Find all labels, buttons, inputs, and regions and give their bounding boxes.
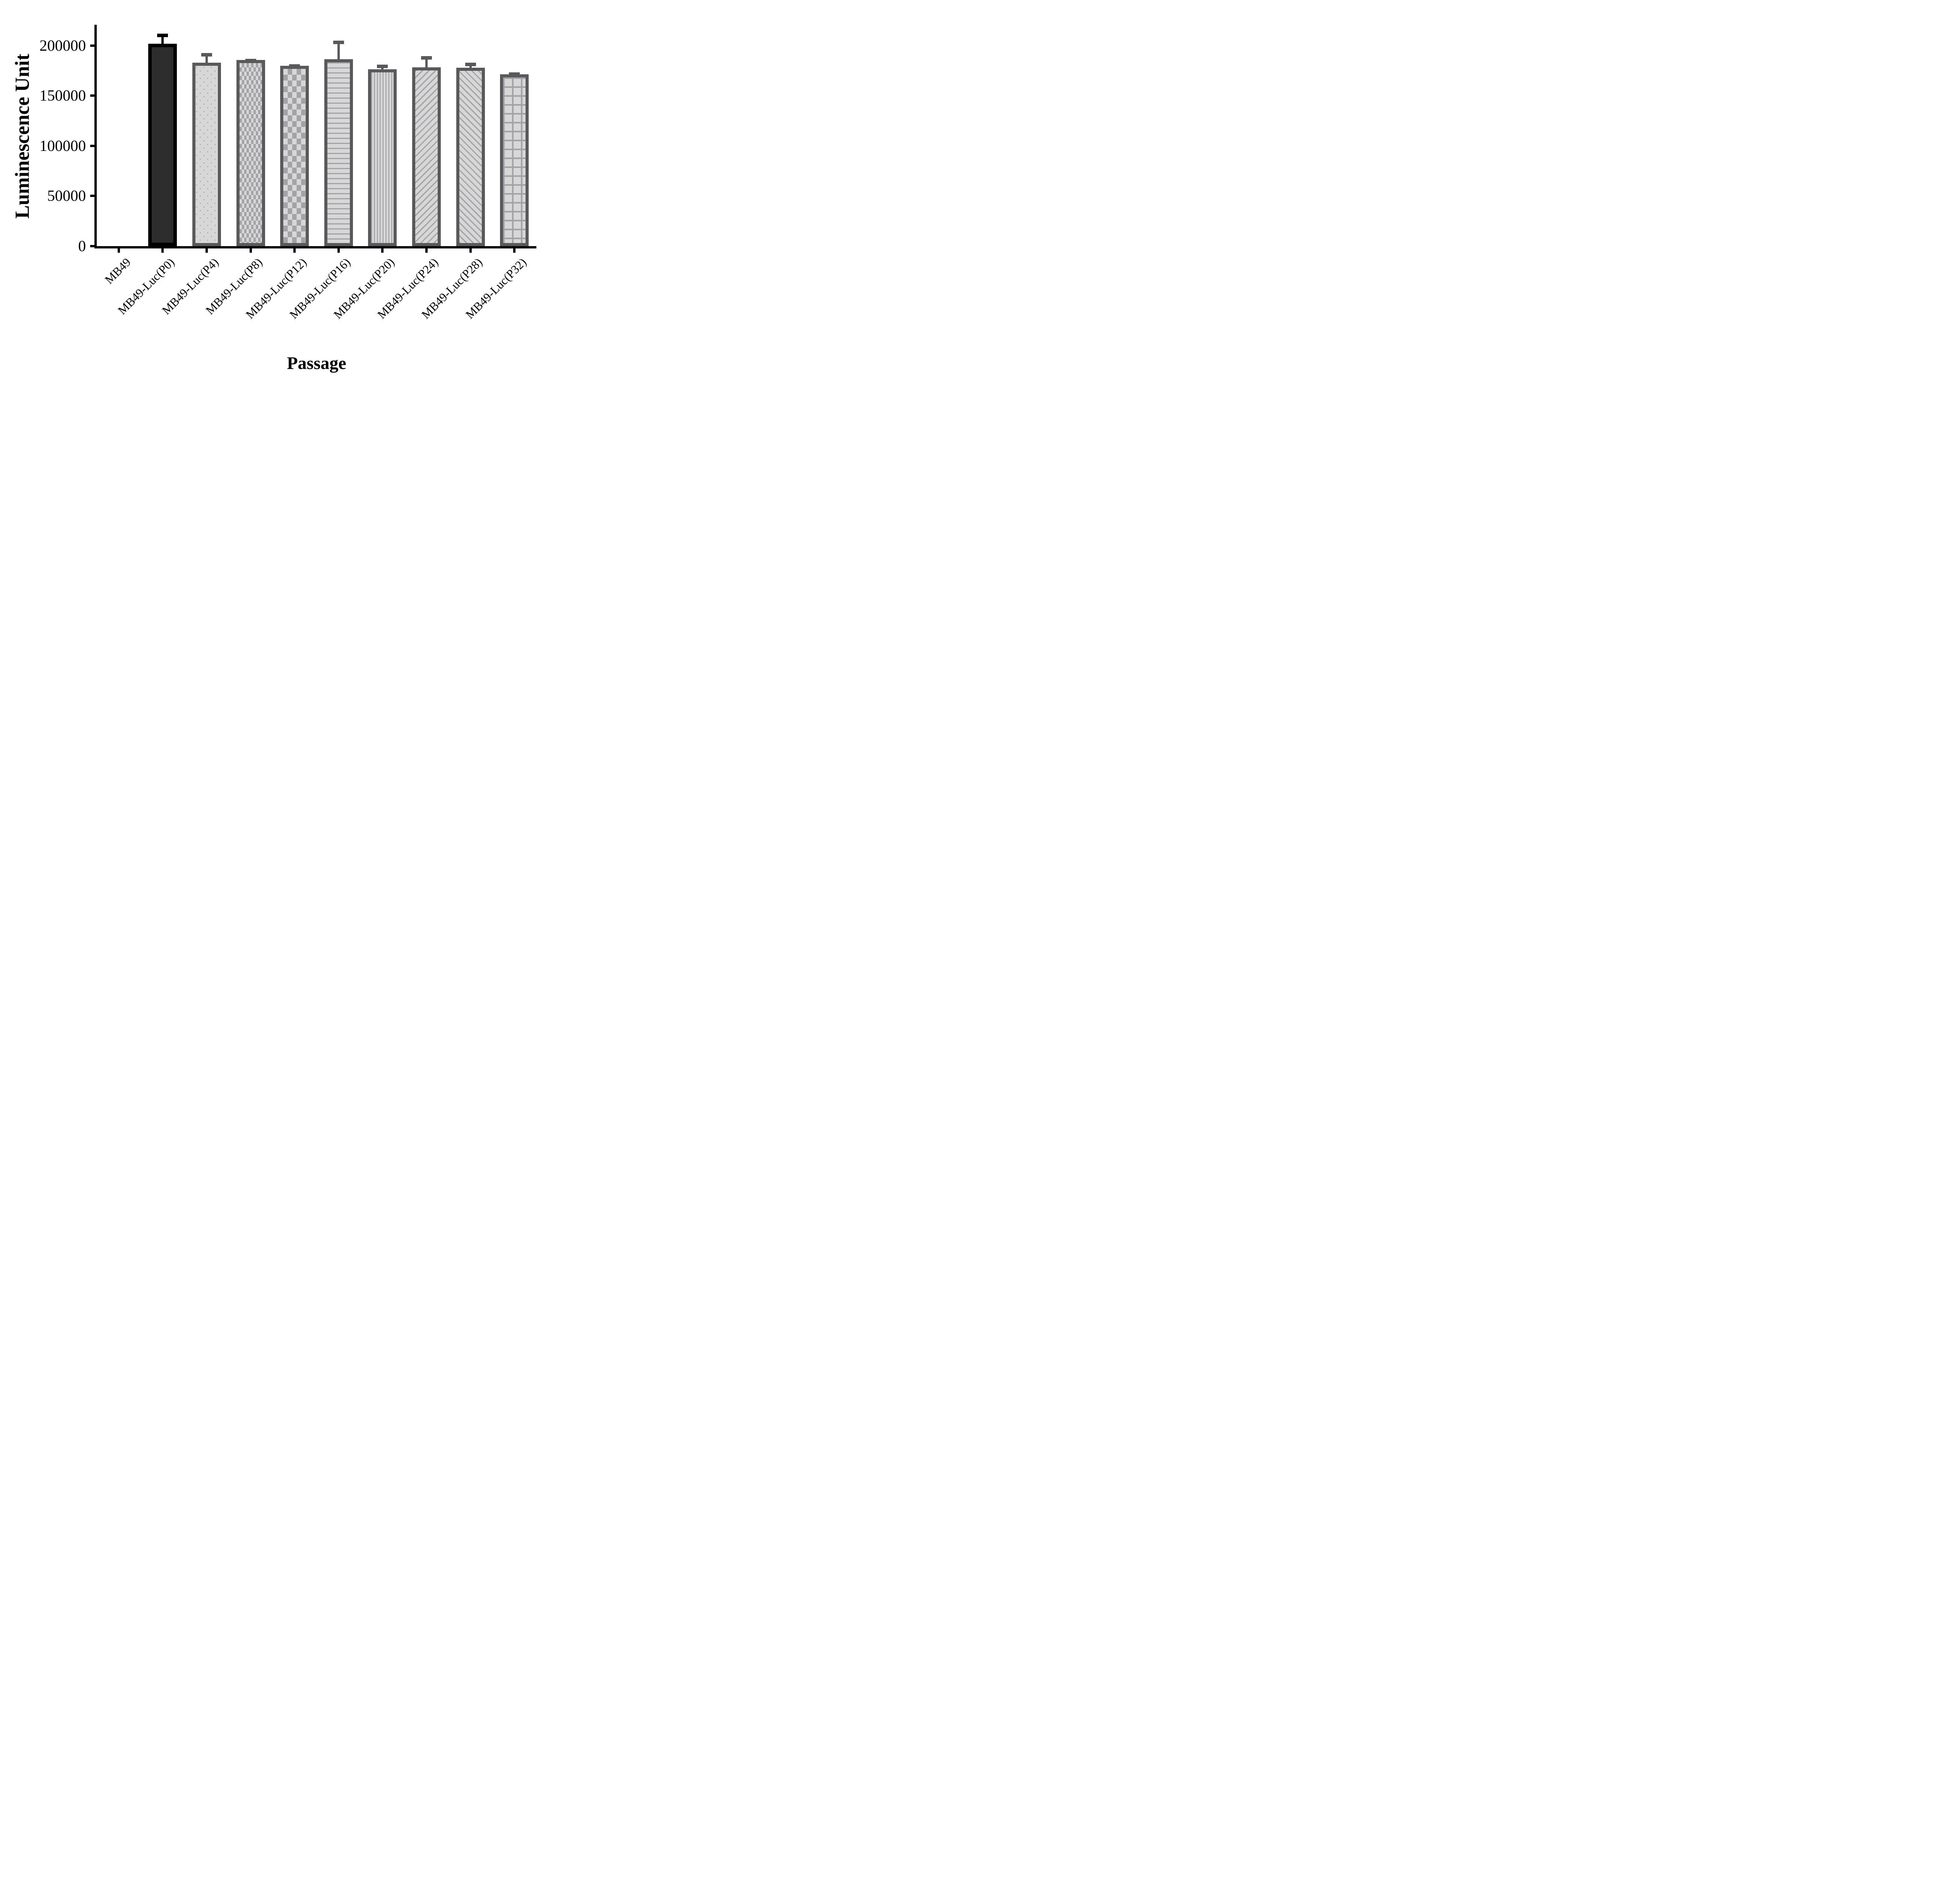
x-axis-tick — [469, 248, 472, 253]
bar — [324, 59, 353, 246]
y-axis-line — [94, 25, 97, 248]
bar — [192, 62, 221, 246]
y-axis-tick — [90, 94, 94, 97]
error-bar-stem — [337, 40, 340, 62]
error-bar-cap — [421, 56, 432, 60]
error-bar-stem — [205, 53, 208, 65]
y-axis-tick — [90, 195, 94, 197]
bar — [456, 67, 485, 246]
error-bar-cap — [201, 53, 212, 57]
x-axis-tick — [337, 248, 340, 253]
error-bar-cap — [465, 63, 476, 67]
x-axis-tick — [293, 248, 296, 253]
bar — [236, 60, 265, 246]
y-axis-title: Luminescence Unit — [11, 53, 34, 219]
x-axis-line — [94, 246, 536, 248]
x-axis-tick — [249, 248, 252, 253]
y-tick-label: 100000 — [39, 137, 86, 154]
bar — [280, 65, 309, 246]
error-bar-stem — [161, 33, 164, 46]
x-axis-tick — [381, 248, 384, 253]
y-axis-tick — [90, 245, 94, 247]
bar — [500, 74, 529, 246]
error-bar-cap — [157, 33, 168, 37]
y-tick-label: 150000 — [39, 87, 86, 104]
x-axis-tick — [513, 248, 516, 253]
error-bar-stem — [425, 56, 428, 70]
x-axis-tick — [161, 248, 164, 253]
y-axis-tick — [90, 144, 94, 147]
x-axis-tick — [117, 248, 120, 253]
x-axis-tick — [205, 248, 208, 253]
y-axis-tick — [90, 44, 94, 47]
error-bar-cap — [377, 65, 388, 68]
error-bar-cap — [509, 72, 520, 76]
x-axis-label-text: MB49 — [102, 255, 134, 287]
y-tick-label: 0 — [78, 237, 86, 255]
y-tick-label: 200000 — [39, 36, 86, 54]
error-bar-cap — [333, 40, 344, 44]
bar — [148, 43, 177, 246]
bar — [412, 67, 441, 246]
bar-chart-figure: Luminescence Unit Passage 0 50000 100000 15… — [0, 0, 557, 381]
x-axis-tick — [425, 248, 428, 253]
bar — [368, 69, 397, 246]
error-bar-stem — [469, 63, 472, 70]
y-tick-label: 50000 — [47, 187, 86, 205]
x-axis-title: Passage — [287, 353, 346, 373]
